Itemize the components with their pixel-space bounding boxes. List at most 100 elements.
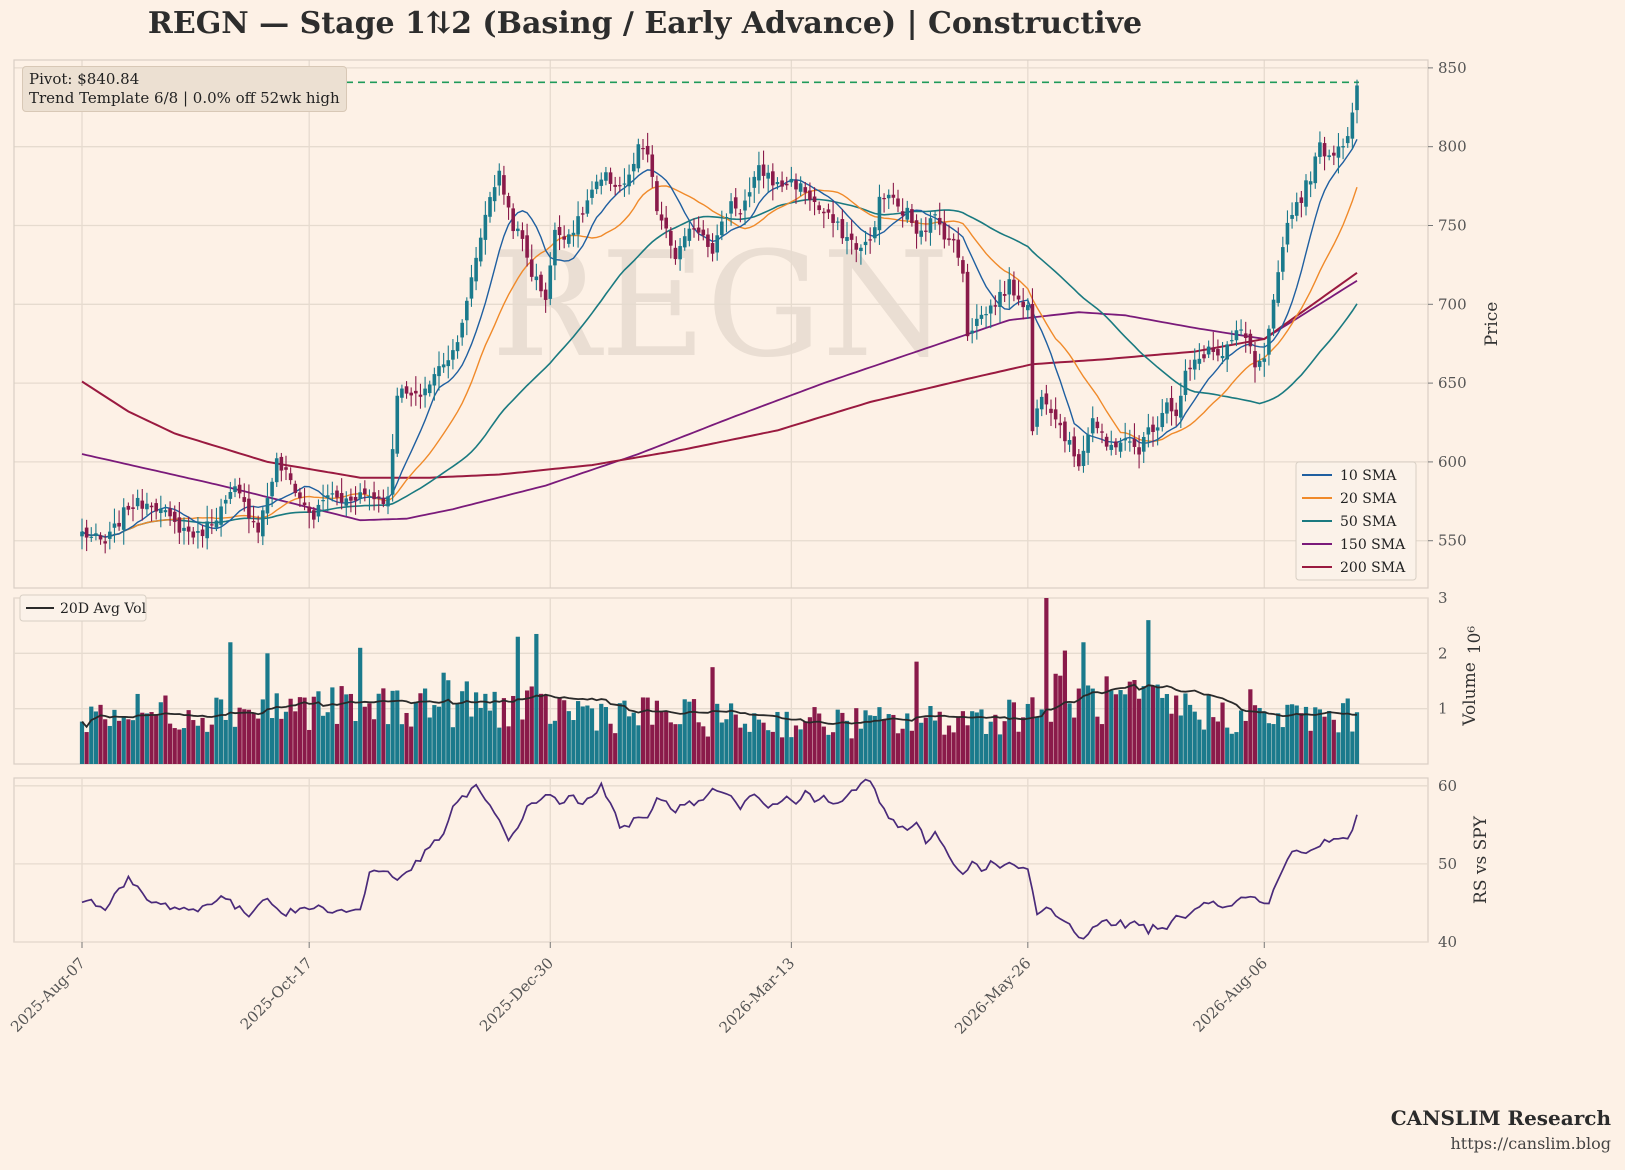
volume-bar — [937, 711, 942, 764]
volume-bar — [116, 720, 122, 764]
candle-body — [288, 473, 293, 481]
volume-bar — [492, 691, 497, 764]
candle-body — [274, 458, 279, 483]
volume-bar — [399, 724, 405, 764]
candle-body — [506, 196, 511, 208]
volume-bar — [724, 719, 729, 764]
volume-bar — [293, 711, 298, 764]
volume-bar — [571, 720, 576, 764]
volume-bar — [770, 731, 775, 764]
candle-body — [1081, 450, 1086, 466]
candle-body — [636, 144, 641, 169]
volume-bar — [608, 723, 613, 764]
rs-axis-label: RS vs SPY — [1471, 815, 1491, 904]
candle-body — [956, 239, 961, 258]
candle-body — [808, 190, 812, 200]
volume-bar — [886, 714, 891, 764]
candle-body — [557, 226, 562, 236]
volume-bar — [650, 724, 655, 764]
candle-body — [200, 529, 205, 537]
volume-bar — [1215, 721, 1221, 764]
candle-body — [585, 200, 590, 214]
volume-bar — [872, 715, 877, 764]
candle-body — [951, 238, 956, 241]
candle-body — [1035, 408, 1039, 427]
volume-bar — [1081, 642, 1086, 764]
candle-body — [1290, 214, 1294, 219]
candle-body — [1146, 427, 1151, 435]
volume-bar — [371, 719, 377, 764]
candle-body — [1243, 333, 1248, 338]
candle-body — [789, 178, 794, 183]
x-axis: 2025-Aug-07 2025-Oct-17 2025-Dec-30 2026-Ma… — [7, 942, 1271, 1038]
candle-body — [631, 163, 636, 172]
volume-bar — [330, 687, 335, 764]
volume-bar — [242, 709, 247, 764]
candle-body — [803, 187, 808, 193]
candle-body — [446, 360, 451, 367]
volume-bar — [682, 699, 687, 764]
candle-body — [548, 265, 553, 299]
volume-bar — [1178, 715, 1183, 764]
volume-bar — [580, 706, 585, 764]
candle-body — [525, 235, 529, 258]
candle-body — [794, 180, 798, 190]
candle-body — [84, 527, 89, 538]
candle-body — [89, 536, 94, 538]
candle-body — [673, 247, 678, 260]
candle-body — [492, 187, 497, 202]
rs-panel-frame — [13, 777, 1429, 943]
price-tick-label: 700 — [1438, 295, 1467, 313]
candle-body — [1169, 397, 1174, 412]
volume-bar — [863, 710, 868, 764]
candle-body — [840, 219, 845, 239]
price-grid — [14, 60, 1428, 588]
candle-body — [984, 314, 988, 316]
volume-bar — [274, 693, 279, 764]
candle-body — [682, 236, 687, 248]
volume-bar — [473, 692, 479, 764]
volume-bar — [181, 728, 187, 764]
candle-body — [784, 183, 789, 186]
candle-body — [534, 276, 539, 281]
candle-body — [1132, 438, 1137, 447]
candle-body — [112, 523, 117, 528]
candle-body — [849, 233, 854, 240]
candle-body — [914, 220, 919, 234]
candle-body — [1137, 447, 1141, 455]
candle-body — [98, 535, 103, 540]
volume-bar — [970, 711, 975, 764]
candle-body — [367, 496, 372, 498]
candle-body — [553, 229, 557, 266]
brand-url[interactable]: https://canslim.blog — [1450, 1134, 1611, 1153]
volume-bar — [993, 714, 998, 764]
volume-bar — [798, 729, 803, 764]
volume-bar — [1146, 620, 1151, 764]
candle-body — [103, 541, 107, 544]
volume-bar — [103, 719, 108, 764]
volume-bar — [154, 714, 159, 764]
candle-body — [205, 521, 209, 539]
candle-body — [1299, 197, 1304, 203]
volume-bar — [1118, 690, 1123, 764]
candle-body — [650, 154, 655, 177]
candle-body — [822, 211, 826, 214]
volume-bar — [191, 720, 196, 764]
candle-body — [933, 214, 937, 216]
candle-body — [641, 147, 645, 150]
volume-bar — [1169, 713, 1174, 764]
volume-bar — [779, 737, 785, 764]
volume-bar — [900, 728, 905, 764]
volume-bar — [974, 712, 979, 764]
volume-bar — [1243, 720, 1248, 764]
rs-panel: 40 50 60 RS vs SPY — [13, 777, 1491, 951]
volume-bar — [344, 694, 349, 764]
volume-bar — [205, 731, 210, 764]
volume-bar — [1238, 710, 1244, 764]
volume-bar — [756, 719, 762, 764]
volume-bar — [849, 738, 854, 764]
candle-body — [766, 172, 770, 179]
volume-bar — [158, 702, 163, 764]
volume-bar — [232, 726, 238, 764]
candle-body — [1165, 402, 1169, 414]
